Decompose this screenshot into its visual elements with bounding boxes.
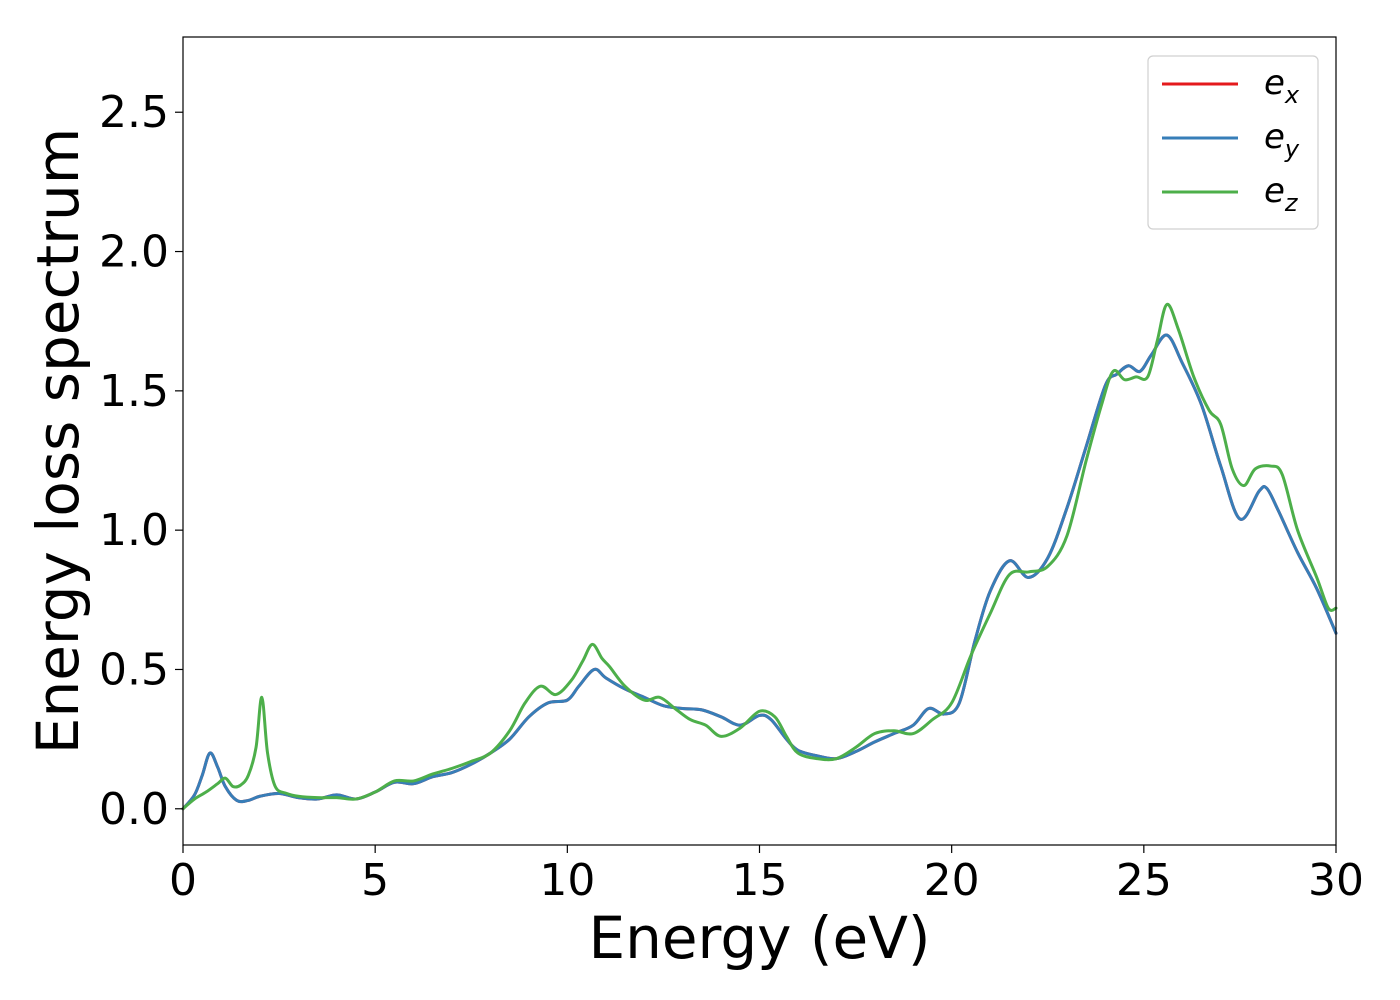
legend-label-ez: ez (1264, 171, 1299, 217)
axes-layer: 0 5 10 15 20 25 30 0.0 0.5 1.0 1.5 2.0 2.5 (99, 87, 1364, 906)
x-tick-label: 15 (732, 855, 788, 906)
x-tick-label: 10 (539, 855, 595, 906)
x-tick-label: 0 (169, 855, 197, 906)
y-tick-label: 2.5 (99, 87, 169, 138)
y-tick-label: 1.5 (99, 366, 169, 417)
series-layer (181, 302, 1338, 811)
series-line-ex (181, 333, 1338, 811)
x-axis-title: Energy (eV) (588, 904, 930, 972)
series-line-ez (181, 302, 1338, 811)
x-tick-label: 25 (1116, 855, 1172, 906)
y-tick-label: 0.0 (99, 784, 169, 835)
x-tick-label: 20 (924, 855, 980, 906)
series-line-ey (181, 333, 1338, 811)
y-tick-label: 0.5 (99, 644, 169, 695)
y-tick-label: 2.0 (99, 227, 169, 278)
y-tick-label: 1.0 (99, 505, 169, 556)
legend-box (1147, 55, 1319, 230)
y-axis-title: Energy loss spectrum (24, 128, 92, 754)
x-tick-label: 5 (361, 855, 389, 906)
x-tick-label: 30 (1308, 855, 1364, 906)
